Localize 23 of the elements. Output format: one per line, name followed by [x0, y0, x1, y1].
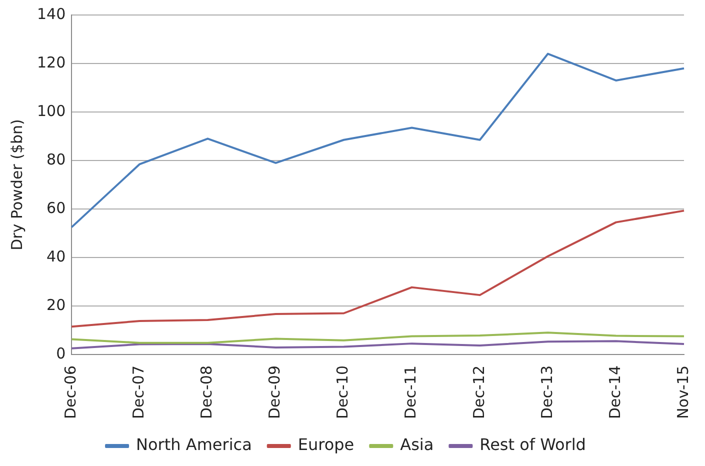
y-tick-label: 140 — [36, 4, 66, 23]
x-tick-label: Dec-11 — [402, 365, 420, 420]
legend-label: North America — [136, 435, 252, 454]
y-tick-label: 120 — [36, 53, 66, 72]
legend-label: Rest of World — [480, 435, 586, 454]
y-axis-title: Dry Powder ($bn) — [8, 119, 26, 250]
x-tick-label: Dec-08 — [198, 365, 216, 420]
x-tick-label: Dec-06 — [62, 365, 80, 420]
y-tick-label: 40 — [46, 247, 66, 266]
legend-label: Europe — [298, 435, 354, 454]
x-tick-label: Dec-09 — [266, 365, 284, 420]
x-tick-label: Nov-15 — [674, 365, 692, 419]
legend-label: Asia — [400, 435, 434, 454]
x-tick-label: Dec-13 — [538, 365, 556, 420]
x-tick-label: Dec-12 — [470, 365, 488, 420]
x-tick-label: Dec-10 — [334, 365, 352, 420]
y-tick-label: 60 — [46, 198, 66, 217]
y-tick-label: 0 — [56, 344, 66, 362]
y-tick-label: 80 — [46, 150, 66, 168]
x-tick-label: Dec-07 — [130, 365, 148, 420]
y-tick-label: 100 — [36, 102, 66, 120]
x-tick-label: Dec-14 — [606, 365, 624, 420]
y-tick-label: 20 — [46, 296, 66, 314]
